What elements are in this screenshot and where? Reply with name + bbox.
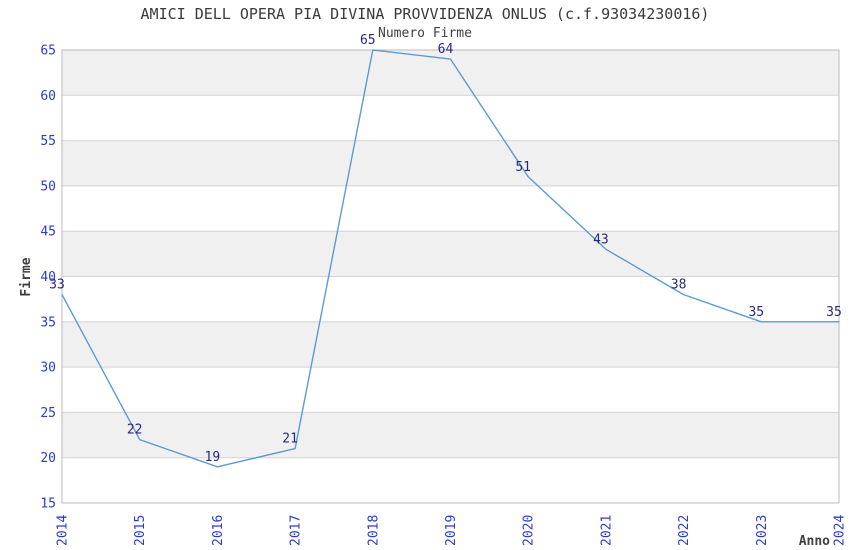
point-label: 65	[360, 33, 376, 48]
point-label: 22	[127, 423, 143, 438]
y-tick-label: 15	[40, 497, 56, 512]
y-tick-label: 65	[40, 44, 56, 59]
plot-band	[62, 185, 839, 232]
y-axis-title: Firme	[19, 257, 34, 296]
plot-band	[62, 276, 839, 322]
y-tick-label: 40	[40, 270, 56, 285]
x-tick-label: 2022	[677, 515, 692, 546]
x-tick-label: 2021	[599, 515, 614, 546]
y-tick-label: 55	[40, 134, 56, 149]
x-tick-label: 2016	[211, 515, 226, 546]
y-tick-label: 25	[40, 406, 56, 421]
x-tick-label: 2018	[366, 515, 381, 546]
x-tick-label: 2024	[833, 515, 848, 546]
x-tick-label: 2020	[522, 515, 537, 546]
x-tick-label: 2014	[56, 515, 71, 546]
point-label: 35	[748, 305, 764, 320]
x-axis-title: Anno	[799, 534, 830, 549]
point-label: 19	[205, 450, 221, 465]
point-label: 64	[438, 42, 454, 57]
y-tick-label: 60	[40, 89, 56, 104]
point-label: 51	[515, 160, 531, 175]
point-label: 21	[282, 432, 298, 447]
chart-subtitle: Numero Firme	[378, 26, 472, 41]
y-tick-label: 20	[40, 451, 56, 466]
plot-band	[62, 321, 839, 368]
plot-band	[62, 50, 839, 96]
y-tick-label: 50	[40, 179, 56, 194]
x-tick-label: 2023	[755, 515, 770, 546]
point-label: 43	[593, 232, 609, 247]
point-label: 35	[826, 305, 842, 320]
plot-band	[62, 457, 839, 503]
y-tick-label: 30	[40, 361, 56, 376]
x-tick-label: 2017	[289, 515, 304, 546]
x-tick-label: 2019	[444, 515, 459, 546]
y-tick-label: 35	[40, 315, 56, 330]
x-tick-label: 2015	[133, 515, 148, 546]
y-tick-label: 45	[40, 225, 56, 240]
plot-border	[61, 49, 840, 504]
chart-title: AMICI DELL OPERA PIA DIVINA PROVVIDENZA …	[140, 5, 710, 23]
data-line	[61, 49, 840, 468]
point-label: 38	[671, 278, 687, 293]
plot-band	[62, 95, 839, 141]
plot-band	[62, 412, 839, 458]
plot-band	[62, 140, 839, 186]
plot-band	[62, 367, 839, 413]
plot-band	[62, 231, 839, 277]
point-label: 33	[49, 278, 65, 293]
